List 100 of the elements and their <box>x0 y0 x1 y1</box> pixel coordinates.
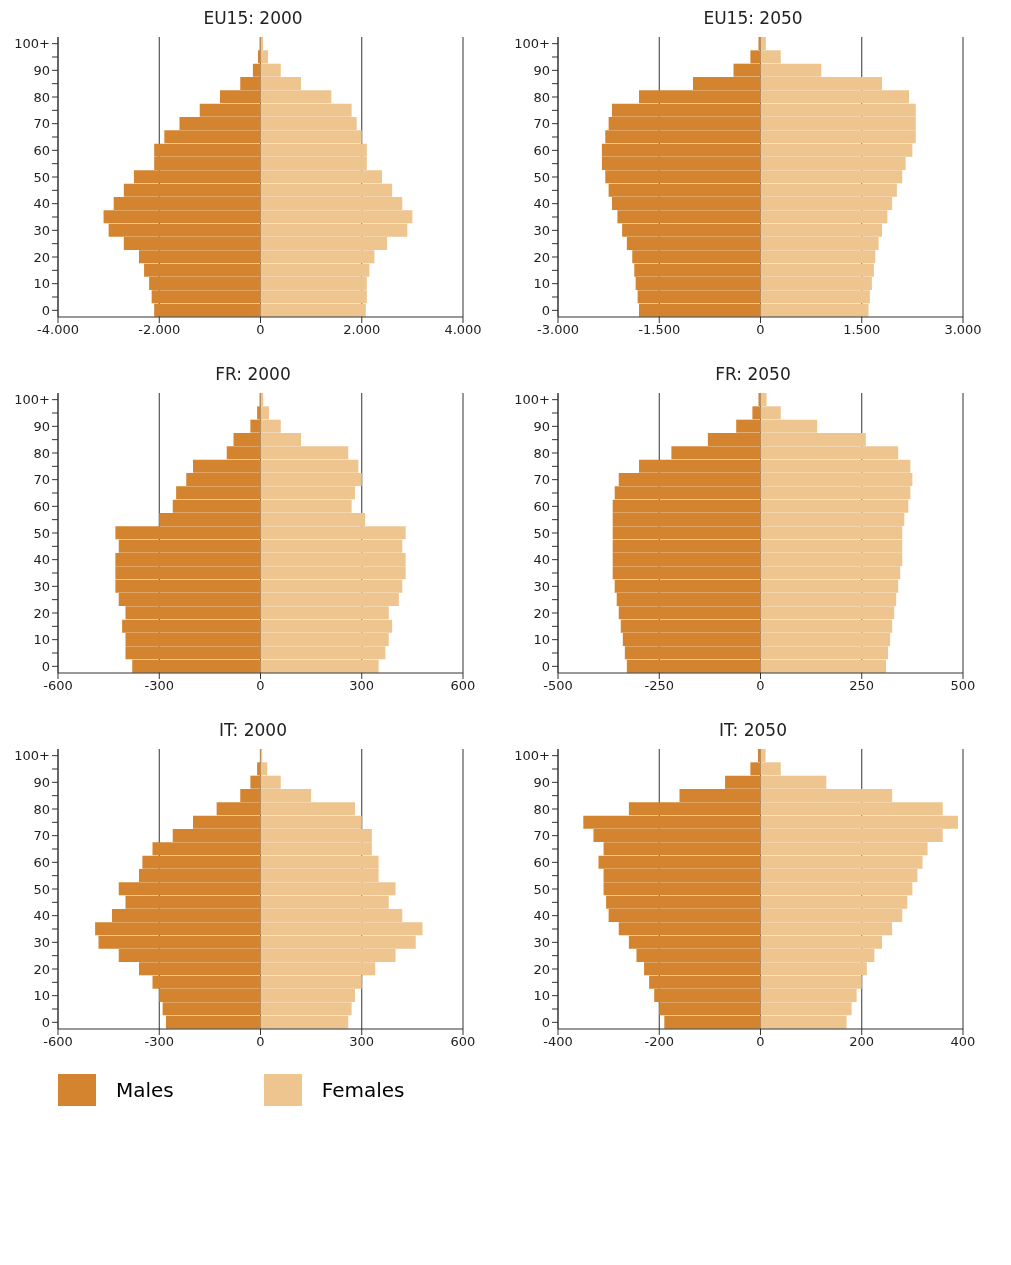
y-tick-label: 50 <box>33 525 50 541</box>
y-tick-label: 50 <box>533 881 550 897</box>
y-tick-label: 80 <box>33 801 50 817</box>
y-tick-label: 0 <box>41 1014 50 1030</box>
y-tick-label: 100+ <box>14 36 50 52</box>
y-tick-label: 30 <box>533 222 550 238</box>
y-tick-label: 80 <box>533 445 550 461</box>
y-tick-label: 80 <box>533 801 550 817</box>
x-tick-label: 3.000 <box>944 322 982 338</box>
y-tick-label: 90 <box>33 62 50 78</box>
y-tick-label: 0 <box>541 302 550 318</box>
y-tick-label: 30 <box>533 578 550 594</box>
y-tick-label: 70 <box>533 116 550 132</box>
y-tick-label: 60 <box>533 498 550 514</box>
y-tick-label: 90 <box>533 62 550 78</box>
y-tick-label: 90 <box>533 418 550 434</box>
x-tick-label: -4.000 <box>37 322 79 338</box>
y-tick-label: 100+ <box>514 392 550 408</box>
y-tick-label: 10 <box>33 632 50 648</box>
y-tick-label: 20 <box>533 249 550 265</box>
y-tick-label: 60 <box>33 142 50 158</box>
x-tick-label: 0 <box>756 1034 765 1050</box>
y-tick-label: 70 <box>533 472 550 488</box>
x-tick-label: -600 <box>43 678 73 694</box>
y-tick-label: 80 <box>33 89 50 105</box>
y-tick-label: 10 <box>533 988 550 1004</box>
chart-title: FR: 2050 <box>714 364 792 384</box>
x-tick-label: -600 <box>43 1034 73 1050</box>
x-tick-label: 600 <box>450 678 476 694</box>
y-tick-label: 0 <box>541 1014 550 1030</box>
y-tick-label: 10 <box>533 276 550 292</box>
x-tick-label: -1.500 <box>638 322 681 338</box>
y-tick-label: 100+ <box>14 748 50 764</box>
y-tick-label: 70 <box>33 116 50 132</box>
x-tick-label: -300 <box>144 678 175 694</box>
x-tick-label: 2.000 <box>343 322 381 338</box>
y-tick-label: 0 <box>41 658 50 674</box>
y-tick-label: 20 <box>533 605 550 621</box>
y-tick-label: 80 <box>533 89 550 105</box>
y-tick-label: 20 <box>33 605 50 621</box>
y-tick-label: 10 <box>533 632 550 648</box>
y-tick-label: 20 <box>33 961 50 977</box>
x-tick-label: 300 <box>349 678 375 694</box>
x-tick-label: 250 <box>849 678 875 694</box>
y-tick-label: 50 <box>33 881 50 897</box>
x-tick-label: -200 <box>644 1034 675 1050</box>
x-tick-label: -500 <box>543 678 573 694</box>
y-tick-label: 100+ <box>514 748 550 764</box>
x-tick-label: 0 <box>256 322 265 338</box>
x-tick-label: 0 <box>256 1034 265 1050</box>
x-tick-label: 1.500 <box>843 322 881 338</box>
y-tick-label: 60 <box>33 854 50 870</box>
x-tick-label: -2.000 <box>138 322 181 338</box>
y-tick-label: 60 <box>33 498 50 514</box>
x-tick-label: -300 <box>144 1034 175 1050</box>
chart-title: EU15: 2050 <box>702 8 804 28</box>
y-tick-label: 40 <box>533 552 550 568</box>
y-tick-label: 50 <box>533 525 550 541</box>
x-tick-label: -400 <box>543 1034 573 1050</box>
y-tick-label: 0 <box>541 658 550 674</box>
y-tick-label: 90 <box>533 774 550 790</box>
y-tick-label: 0 <box>41 302 50 318</box>
y-tick-label: 10 <box>33 988 50 1004</box>
y-tick-label: 70 <box>533 828 550 844</box>
y-tick-label: 90 <box>33 418 50 434</box>
y-tick-label: 40 <box>533 196 550 212</box>
x-tick-label: 400 <box>950 1034 976 1050</box>
x-tick-label: 0 <box>256 678 265 694</box>
y-tick-label: 30 <box>33 222 50 238</box>
x-tick-label: 0 <box>756 678 765 694</box>
chart-title: FR: 2000 <box>214 364 292 384</box>
chart-title: IT: 2000 <box>218 720 288 740</box>
chart-title: IT: 2050 <box>718 720 788 740</box>
y-tick-label: 40 <box>533 908 550 924</box>
y-tick-label: 60 <box>533 142 550 158</box>
x-tick-label: 500 <box>950 678 976 694</box>
x-tick-label: 200 <box>849 1034 875 1050</box>
x-tick-label: -250 <box>644 678 675 694</box>
x-tick-label: 600 <box>450 1034 476 1050</box>
y-tick-label: 100+ <box>514 36 550 52</box>
x-tick-label: -3.000 <box>537 322 579 338</box>
y-tick-label: 90 <box>33 774 50 790</box>
y-tick-label: 50 <box>533 169 550 185</box>
y-tick-label: 70 <box>33 472 50 488</box>
y-tick-label: 30 <box>33 934 50 950</box>
y-tick-label: 80 <box>33 445 50 461</box>
chart-title: EU15: 2000 <box>202 8 304 28</box>
y-tick-label: 100+ <box>14 392 50 408</box>
legend-label: Males <box>116 1078 174 1102</box>
y-tick-label: 40 <box>33 908 50 924</box>
y-tick-label: 30 <box>533 934 550 950</box>
y-tick-label: 10 <box>33 276 50 292</box>
x-tick-label: 300 <box>349 1034 375 1050</box>
y-tick-label: 50 <box>33 169 50 185</box>
y-tick-label: 20 <box>533 961 550 977</box>
x-tick-label: 0 <box>756 322 765 338</box>
legend-label: Females <box>321 1078 405 1102</box>
y-tick-label: 20 <box>33 249 50 265</box>
y-tick-label: 60 <box>533 854 550 870</box>
y-tick-label: 40 <box>33 552 50 568</box>
